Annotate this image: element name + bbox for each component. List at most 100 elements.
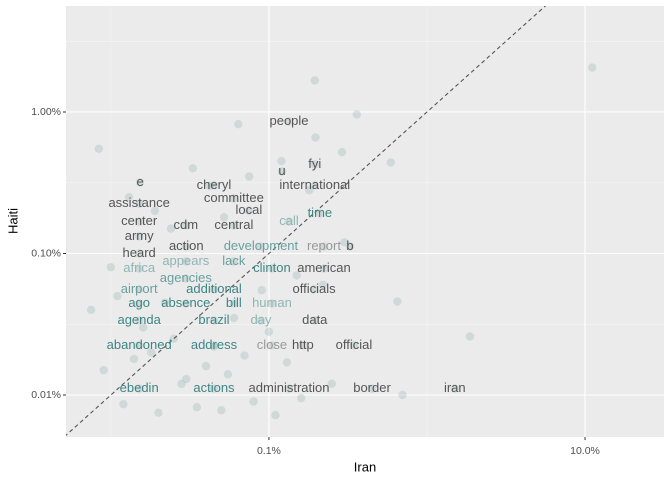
point <box>310 76 319 85</box>
point <box>188 164 198 173</box>
label-point <box>181 299 191 308</box>
x-axis-title: Iran <box>354 459 376 474</box>
y-tick-label: 0.01% <box>31 389 61 401</box>
word-label: official <box>336 337 373 352</box>
label-point <box>209 285 219 294</box>
label-point <box>134 285 144 294</box>
point <box>305 186 314 195</box>
point <box>124 192 134 202</box>
word-label: agencies <box>160 270 213 285</box>
label-point <box>229 221 239 230</box>
label-point <box>349 341 359 350</box>
y-tick-label: 0.10% <box>31 247 61 259</box>
point <box>318 280 328 290</box>
point <box>587 63 597 72</box>
word-label: bill <box>226 295 242 310</box>
word-label: heard <box>123 245 156 260</box>
point <box>465 332 475 341</box>
word-label: committee <box>204 190 264 205</box>
label-point <box>267 264 277 273</box>
word-label: people <box>269 113 308 128</box>
word-label: brazil <box>198 312 229 327</box>
label-point <box>134 299 144 308</box>
word-label: assistance <box>108 195 169 210</box>
word-label: american <box>297 260 350 275</box>
label-point <box>277 167 287 176</box>
point <box>182 374 191 384</box>
point <box>244 172 254 181</box>
point <box>393 297 402 306</box>
point <box>282 358 292 367</box>
word-label: http <box>292 337 314 352</box>
label-point <box>284 117 294 126</box>
point <box>217 406 226 415</box>
label-point <box>256 316 266 325</box>
label-point <box>134 316 144 325</box>
word-label: local <box>236 202 263 217</box>
label-point <box>209 181 219 190</box>
label-point <box>181 221 191 230</box>
label-point <box>134 217 144 226</box>
label-point <box>267 299 277 308</box>
point <box>311 133 320 142</box>
word-label: clinton <box>253 260 291 275</box>
label-point <box>310 181 319 190</box>
word-label: development <box>224 238 299 253</box>
label-point <box>319 264 329 273</box>
word-label: e <box>136 174 143 189</box>
point <box>177 379 186 389</box>
word-label: close <box>257 337 287 352</box>
word-label: airport <box>121 281 158 296</box>
label-point <box>209 384 219 393</box>
label-point <box>309 285 319 294</box>
point <box>240 351 249 360</box>
point <box>201 361 211 371</box>
word-label: abandoned <box>107 337 172 352</box>
point <box>147 348 156 357</box>
label-point <box>244 206 254 215</box>
point <box>86 305 96 315</box>
word-label: absence <box>161 295 210 310</box>
label-point <box>134 384 144 393</box>
word-label: data <box>302 312 328 327</box>
x-tick-label: 0.1% <box>257 445 281 457</box>
word-label: center <box>121 213 158 228</box>
point <box>209 342 219 351</box>
label-point <box>450 384 460 393</box>
word-label: administration <box>249 380 330 395</box>
label-point <box>181 274 191 283</box>
word-label: ago <box>128 295 150 310</box>
word-label: international <box>279 177 350 192</box>
point <box>327 379 337 389</box>
point <box>257 286 266 295</box>
label-point <box>209 341 219 350</box>
point <box>337 147 347 157</box>
point <box>99 365 108 375</box>
word-label: call <box>279 213 299 228</box>
point <box>229 313 239 323</box>
point <box>160 298 170 307</box>
word-label: iran <box>444 380 466 395</box>
label-point <box>229 194 239 203</box>
label-point <box>229 299 239 308</box>
label-point <box>284 384 294 393</box>
point <box>219 213 229 222</box>
point <box>138 323 148 332</box>
label-point <box>134 199 144 208</box>
point <box>192 403 202 412</box>
point <box>205 181 214 191</box>
word-label: b <box>346 238 353 253</box>
word-label: army <box>125 228 154 243</box>
word-label: additional <box>186 281 242 296</box>
word-label: human <box>252 295 292 310</box>
point <box>271 411 280 420</box>
label-point <box>367 384 377 393</box>
word-label: cheryl <box>197 177 232 192</box>
label-point <box>345 242 355 251</box>
label-point <box>256 242 266 251</box>
word-label: u <box>278 163 285 178</box>
point <box>340 238 349 247</box>
word-label: fyi <box>308 156 321 171</box>
point <box>292 271 301 280</box>
